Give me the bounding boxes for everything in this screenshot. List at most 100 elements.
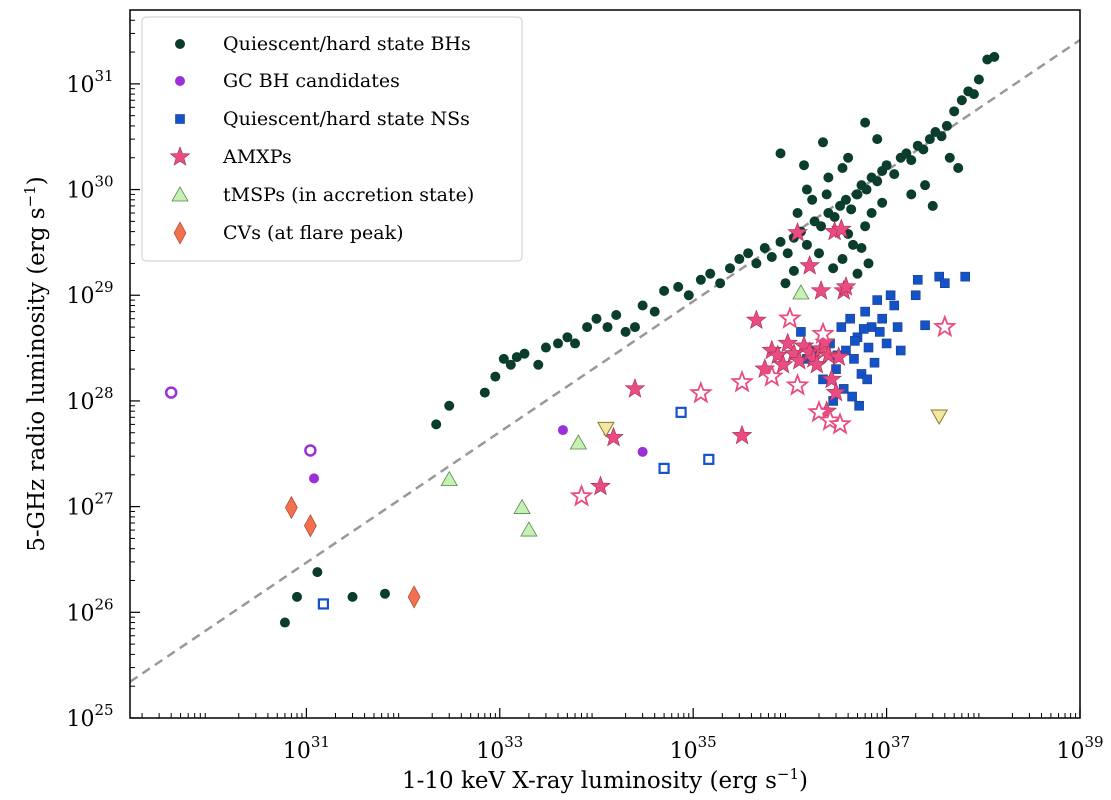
quiescent-hard-state-nss-point <box>863 342 874 353</box>
quiescent-hard-state-nss-open-point <box>675 406 687 418</box>
x-tick-label: 1037 <box>863 733 910 764</box>
quiescent-hard-state-bhs-point <box>989 51 1000 62</box>
amxps-open-point <box>811 321 835 345</box>
x-tick-label: 1035 <box>670 733 717 764</box>
quiescent-hard-state-bhs-point <box>759 242 770 253</box>
quiescent-hard-state-nss-point <box>934 271 945 282</box>
quiescent-hard-state-nss-point <box>912 275 923 285</box>
quiescent-hard-state-bhs-point <box>866 208 877 219</box>
quiescent-hard-state-nss-point <box>796 327 806 337</box>
amxps-point <box>767 344 789 365</box>
amxps-point <box>745 309 767 329</box>
amxps-open-point <box>828 411 852 435</box>
quiescent-hard-state-bhs-point <box>920 180 931 191</box>
quiescent-hard-state-bhs-point <box>807 194 818 205</box>
amxps-open-point <box>807 399 831 423</box>
legend-label-amxps: AMXPs <box>222 146 292 168</box>
quiescent-hard-state-bhs-point <box>751 258 762 269</box>
legend-markers <box>169 39 191 245</box>
quiescent-hard-state-bhs-point <box>788 265 799 276</box>
quiescent-hard-state-bhs-point <box>279 617 290 628</box>
x-tick-label: 1039 <box>1056 733 1103 764</box>
quiescent-hard-state-bhs-point <box>814 248 825 259</box>
axes <box>129 9 1081 719</box>
quiescent-hard-state-bhs-point <box>863 258 874 269</box>
gc-bh-candidates-open-point <box>304 444 317 457</box>
quiescent-hard-state-bhs-point <box>479 387 490 398</box>
quiescent-hard-state-bhs-point <box>872 134 883 145</box>
quiescent-hard-state-bhs-point <box>705 268 716 279</box>
quiescent-hard-state-nss-point <box>892 322 903 332</box>
quiescent-hard-state-bhs-point <box>872 176 883 187</box>
quiescent-hard-state-bhs-point <box>431 419 442 430</box>
quiescent-hard-state-bhs-point <box>766 252 777 263</box>
quiescent-hard-state-bhs-point <box>602 322 613 333</box>
quiescent-hard-state-bhs-point <box>906 155 917 166</box>
legend-label-nss: Quiescent/hard state NSs <box>223 108 470 130</box>
quiescent-hard-state-bhs-point <box>828 263 839 274</box>
quiescent-hard-state-nss-point <box>847 391 857 402</box>
quiescent-hard-state-nss-point <box>850 336 860 346</box>
quiescent-hard-state-bhs-point <box>505 359 516 370</box>
y-tick-label: 1028 <box>66 384 113 415</box>
quiescent-hard-state-bhs-point <box>843 152 854 163</box>
tmsps-in-accretion-state-point <box>520 521 538 537</box>
y-tick-label: 1029 <box>66 278 113 309</box>
quiescent-hard-state-bhs-point <box>347 591 358 602</box>
cvs-at-flare-peak-point <box>407 585 421 609</box>
amxps-point <box>777 332 799 353</box>
quiescent-hard-state-nss-point <box>858 324 869 334</box>
quiescent-hard-state-bhs-point <box>861 184 872 195</box>
quiescent-hard-state-bhs-point <box>821 189 832 200</box>
x-tick-label: 1031 <box>283 733 330 764</box>
amxps-point <box>828 346 850 366</box>
quiescent-hard-state-nss-point <box>856 369 867 379</box>
upper-limit-triangle-point <box>596 421 615 438</box>
quiescent-hard-state-bhs-point <box>591 313 602 324</box>
quiescent-hard-state-bhs-point <box>673 281 684 292</box>
legend-marker-amxps <box>169 146 191 166</box>
quiescent-hard-state-bhs-point <box>683 290 694 301</box>
ticks: 1031 1033 1035 1037 1039 1025 1026 1027 1028 1029… <box>66 9 1104 764</box>
legend-label-bhs: Quiescent/hard state BHs <box>223 33 471 55</box>
amxps-open-point <box>688 380 713 404</box>
gc-bh-candidates-point <box>309 473 320 484</box>
x-tick-label: 1033 <box>476 733 523 764</box>
quiescent-hard-state-bhs-point <box>840 194 851 205</box>
quiescent-hard-state-bhs-point <box>860 117 871 128</box>
quiescent-hard-state-bhs-point <box>852 268 863 279</box>
quiescent-hard-state-bhs-point <box>799 160 810 171</box>
quiescent-hard-state-bhs-point <box>659 285 670 296</box>
quiescent-hard-state-bhs-point <box>968 89 979 100</box>
quiescent-hard-state-nss-point <box>877 313 887 324</box>
quiescent-hard-state-bhs-point <box>801 184 812 195</box>
quiescent-hard-state-nss-point <box>885 290 896 301</box>
cvs-at-flare-peak-point <box>285 495 298 520</box>
quiescent-hard-state-nss-open-point <box>703 453 715 465</box>
quiescent-hard-state-bhs-point <box>629 322 640 333</box>
quiescent-hard-state-bhs-point <box>860 221 871 232</box>
amxps-open-point <box>730 369 754 393</box>
quiescent-hard-state-nss-point <box>889 300 900 311</box>
quiescent-hard-state-nss-point <box>845 313 855 324</box>
amxps-point <box>810 280 832 300</box>
quiescent-hard-state-bhs-point <box>743 248 754 259</box>
upper-limit-triangle-point <box>930 409 949 426</box>
legend-marker-quiescent-hard-state-nss <box>175 114 185 124</box>
quiescent-hard-state-nss-point <box>869 357 880 368</box>
legend-marker-quiescent-hard-state-bhs <box>175 39 185 49</box>
gc-bh-candidates-point <box>637 446 648 457</box>
quiescent-hard-state-bhs-point <box>918 144 929 155</box>
quiescent-hard-state-nss-point <box>895 345 906 356</box>
tmsps-in-accretion-state-point <box>440 470 458 487</box>
quiescent-hard-state-bhs-point <box>881 160 892 171</box>
quiescent-hard-state-bhs-point <box>649 306 660 317</box>
legend-label-cvs: CVs (at flare peak) <box>223 222 404 244</box>
amxps-open-point <box>569 483 594 507</box>
quiescent-hard-state-bhs-point <box>924 134 935 145</box>
quiescent-hard-state-bhs-point <box>936 131 947 142</box>
quiescent-hard-state-bhs-point <box>927 200 938 211</box>
quiescent-hard-state-bhs-point <box>533 359 544 370</box>
quiescent-hard-state-bhs-point <box>973 74 984 85</box>
